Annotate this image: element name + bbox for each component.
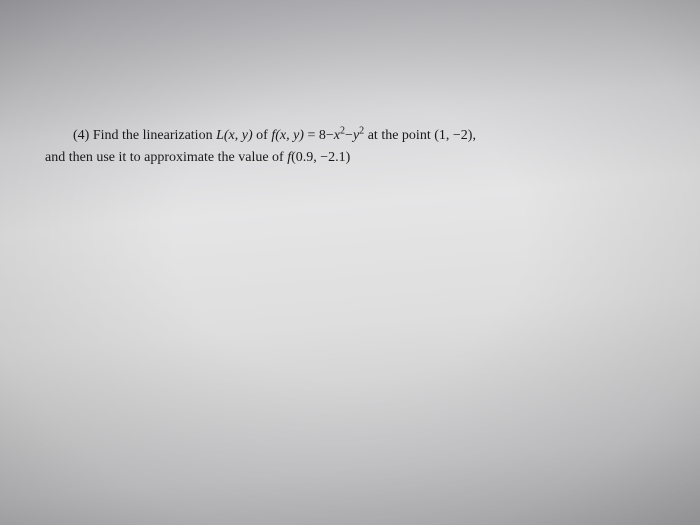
comma: , — [472, 128, 476, 143]
math-point-1: (1, −2) — [434, 128, 472, 143]
problem-block: (4) Find the linearization L(x, y) of f(… — [45, 125, 645, 168]
math-args-3: (0.9, −2.1) — [291, 150, 350, 165]
math-args-2: (x, y) — [275, 128, 304, 143]
text-segment-3: at the point — [364, 128, 434, 143]
math-eq: = 8 — [304, 128, 326, 143]
problem-number: (4) — [73, 128, 89, 143]
text-segment-4: and then use it to approximate the value… — [45, 150, 287, 165]
math-minus-2: − — [345, 128, 353, 143]
math-minus-1: − — [326, 128, 334, 143]
math-args-1: (x, y) — [224, 128, 253, 143]
problem-text: (4) Find the linearization L(x, y) of f(… — [45, 125, 645, 168]
text-segment-2: of — [253, 128, 272, 143]
vignette-overlay — [0, 0, 700, 525]
math-L: L — [216, 128, 224, 143]
text-segment-1: Find the linearization — [93, 128, 216, 143]
